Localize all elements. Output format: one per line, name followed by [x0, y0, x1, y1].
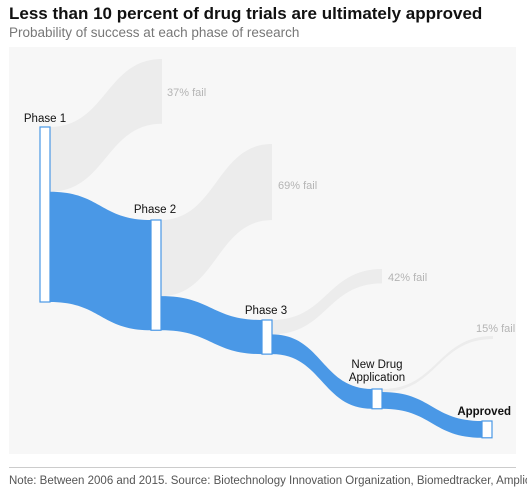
stage-node-3: [261, 319, 273, 355]
stage-node-2: [150, 219, 162, 331]
stage-label-3: Phase 3: [245, 305, 287, 317]
fail-flow-2: [161, 144, 272, 297]
fail-flow-1: [50, 59, 162, 192]
stage-label-1: Phase 1: [24, 113, 66, 125]
stage-label-5: Approved: [457, 406, 511, 418]
fail-label-3: 42% fail: [388, 272, 427, 284]
stage-label-2: Phase 2: [134, 204, 176, 216]
stage-node-5: [481, 420, 493, 439]
success-flow-1: [50, 191, 151, 331]
fail-label-1: 37% fail: [167, 87, 206, 99]
source-note: Note: Between 2006 and 2015. Source: Bio…: [9, 475, 527, 487]
fail-flow-4: [382, 336, 493, 392]
fail-label-4: 15% fail: [476, 323, 515, 335]
chart-title: Less than 10 percent of drug trials are …: [9, 4, 483, 23]
fail-flow-3: [272, 269, 382, 335]
stage-node-4: [371, 388, 383, 410]
success-flow-4: [382, 391, 482, 438]
stage-label-4: New Drug Application: [349, 359, 405, 384]
chart-subtitle: Probability of success at each phase of …: [9, 25, 300, 40]
success-flow-3: [272, 334, 372, 409]
success-flow-2: [161, 296, 262, 355]
stage-node-1: [39, 126, 51, 303]
footer-divider: [9, 467, 516, 468]
fail-label-2: 69% fail: [278, 180, 317, 192]
